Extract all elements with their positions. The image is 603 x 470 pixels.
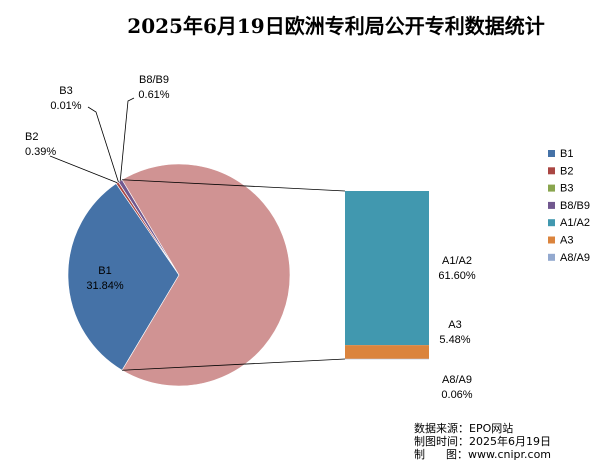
- legend-swatch-b3: [548, 185, 555, 192]
- data-label-b3: B30.01%: [50, 85, 81, 112]
- data-label-b2: B20.39%: [25, 131, 56, 158]
- source-footer: 数据来源：EPO网站 制图时间：2025年6月19日 制 图：www.cnipr…: [414, 421, 551, 461]
- leader-line-b3: [88, 107, 118, 182]
- legend-swatch-a1-a2: [548, 219, 555, 226]
- legend-label-b8-b9: B8/B9: [560, 200, 590, 212]
- leader-line-b2: [50, 156, 117, 183]
- legend-label-b1: B1: [560, 148, 573, 160]
- legend-label-a8-a9: A8/A9: [560, 252, 590, 264]
- data-label-b8-b9: B8/B90.61%: [138, 74, 169, 101]
- legend-swatch-b8-b9: [548, 202, 555, 209]
- legend-label-b3: B3: [560, 183, 573, 195]
- legend-label-a1-a2: A1/A2: [560, 217, 590, 229]
- chart-time-text: 制图时间：2025年6月19日: [414, 434, 551, 448]
- chart-title: 2025年6月19日欧洲专利局公开专利数据统计: [127, 14, 544, 38]
- stacked-bar: [345, 191, 429, 359]
- legend-label-b2: B2: [560, 165, 573, 177]
- legend-swatch-a3: [548, 237, 555, 244]
- legend-swatch-a8-a9: [548, 254, 555, 261]
- data-label-a1-a2: A1/A261.60%: [438, 255, 476, 282]
- legend-swatch-b2: [548, 167, 555, 174]
- leader-line-b8-b9: [120, 98, 134, 181]
- bar-segment-a3: [345, 345, 429, 359]
- source-text: 数据来源：EPO网站: [414, 421, 513, 435]
- data-label-a3: A35.48%: [439, 319, 470, 346]
- legend: B1 B2 B3 B8/B9 A1/A2 A3 A8/A9: [548, 148, 590, 264]
- bar-segment-a1-a2: [345, 191, 429, 345]
- legend-swatch-b1: [548, 150, 555, 157]
- legend-label-a3: A3: [560, 235, 573, 247]
- chart-site-text: 制 图：www.cnipr.com: [414, 448, 551, 461]
- data-label-a8-a9: A8/A90.06%: [441, 374, 472, 401]
